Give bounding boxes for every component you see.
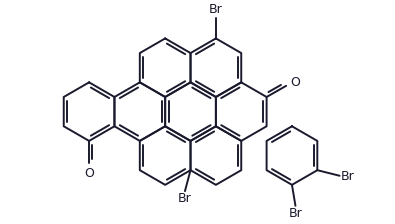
Text: O: O	[290, 76, 300, 89]
Text: Br: Br	[178, 192, 192, 205]
Text: Br: Br	[209, 3, 223, 16]
Text: Br: Br	[289, 207, 303, 220]
Text: Br: Br	[341, 170, 354, 183]
Text: O: O	[84, 167, 94, 180]
